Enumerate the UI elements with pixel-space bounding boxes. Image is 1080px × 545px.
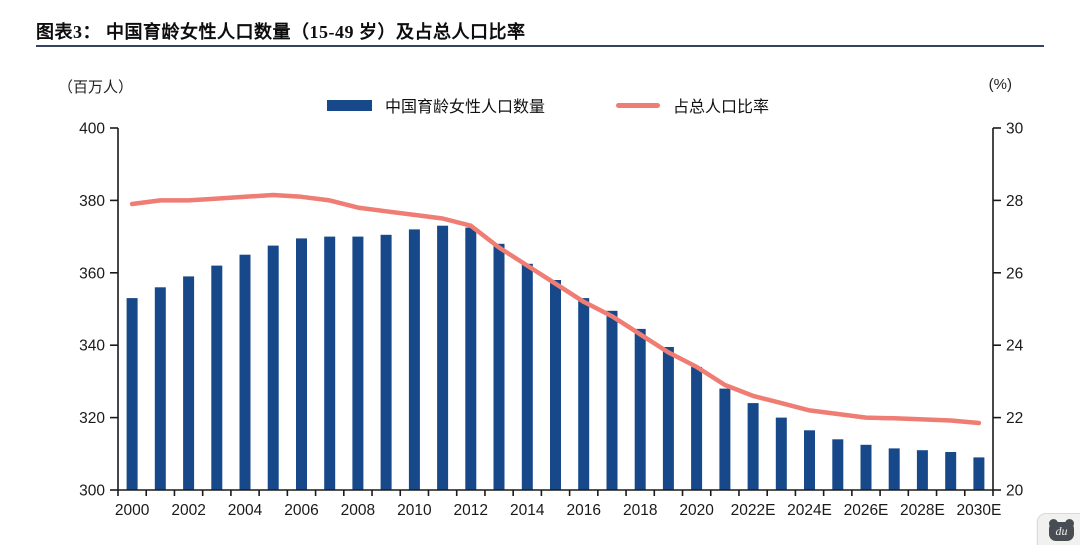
x-axis-tick-label: 2008 <box>341 502 375 519</box>
x-axis-tick-label: 2026E <box>844 502 889 519</box>
bar-2014 <box>521 263 533 491</box>
right-axis-tick-label: 20 <box>1006 483 1024 500</box>
x-axis-tick-label: 2012 <box>454 502 488 519</box>
x-axis-tick-label: 2020 <box>679 502 714 519</box>
bar-2003 <box>211 265 223 490</box>
bar-2006 <box>296 238 307 490</box>
right-axis-tick-label: 24 <box>1006 338 1024 355</box>
bar-2015 <box>550 280 561 490</box>
bar-2010 <box>408 229 420 490</box>
left-axis-tick-label: 340 <box>79 338 105 355</box>
bar-2008 <box>352 236 364 490</box>
bar-2009 <box>380 234 392 490</box>
title-underline <box>36 45 1044 47</box>
bar-2029E <box>945 452 957 490</box>
left-axis-tick-label: 320 <box>79 410 105 427</box>
legend-bar-label: 中国育龄女性人口数量 <box>385 99 546 116</box>
bar-2013 <box>493 243 505 490</box>
bar-2017 <box>606 310 618 490</box>
x-axis-tick-label: 2000 <box>115 502 150 519</box>
right-axis-tick-label: 26 <box>1006 265 1023 282</box>
bar-2025E <box>832 439 844 490</box>
left-axis-unit: （百万人） <box>58 80 134 96</box>
x-axis-tick-label: 2006 <box>284 502 318 519</box>
legend-item-population: 中国育龄女性人口数量 <box>327 96 546 116</box>
left-axis-tick-label: 300 <box>79 483 105 500</box>
bar-2028E <box>916 450 928 490</box>
right-axis-unit: (%) <box>988 76 1012 93</box>
bar-2000 <box>126 298 138 490</box>
bar-2021 <box>719 388 731 490</box>
bar-2018 <box>634 328 646 490</box>
x-axis-tick-label: 2016 <box>566 502 600 519</box>
right-axis-tick-label: 30 <box>1006 121 1024 138</box>
bar-2011 <box>437 225 449 490</box>
legend-line-label: 占总人口比率 <box>673 99 770 116</box>
x-axis-tick-label: 2018 <box>623 502 657 519</box>
bar-2023E <box>775 417 787 490</box>
left-axis-tick-label: 400 <box>79 121 105 138</box>
x-axis-tick-label: 2024E <box>787 502 832 519</box>
x-axis-tick-label: 2030E <box>956 502 1001 519</box>
x-axis-tick-label: 2004 <box>228 502 263 519</box>
legend-line-swatch <box>616 102 660 108</box>
baidu-bear-icon: du <box>1049 519 1074 541</box>
x-axis-tick-label: 2022E <box>731 502 776 519</box>
bar-2002 <box>183 276 195 490</box>
legend-bar-swatch <box>327 99 372 111</box>
right-axis-tick-label: 22 <box>1006 410 1023 427</box>
right-axis-tick-label: 28 <box>1006 193 1023 210</box>
left-axis-tick-label: 360 <box>79 265 105 282</box>
watermark-badge: du <box>1037 513 1080 545</box>
figure-title: 图表3： 中国育龄女性人口数量（15-49 岁）及占总人口比率 <box>36 22 526 42</box>
bar-2027E <box>888 448 900 490</box>
legend-item-ratio: 占总人口比率 <box>616 96 770 116</box>
bar-2005 <box>267 245 279 490</box>
x-axis-tick-label: 2028E <box>900 502 945 519</box>
x-axis-tick-label: 2002 <box>171 502 205 519</box>
bar-2019 <box>662 347 674 490</box>
bar-2020 <box>691 366 703 490</box>
bar-2004 <box>239 254 251 490</box>
bar-2024E <box>804 430 815 490</box>
bar-2022E <box>747 403 759 490</box>
bar-2012 <box>465 227 477 490</box>
x-axis-tick-label: 2010 <box>397 502 432 519</box>
x-axis-tick-label: 2014 <box>510 502 545 519</box>
bar-2001 <box>154 287 166 490</box>
bar-2016 <box>578 298 590 490</box>
left-axis-tick-label: 380 <box>79 193 105 210</box>
bar-2030E <box>973 457 985 490</box>
bar-2007 <box>324 236 336 490</box>
watermark-text: du <box>1055 524 1068 538</box>
bar-2026E <box>860 444 872 491</box>
ratio-line <box>129 192 982 426</box>
